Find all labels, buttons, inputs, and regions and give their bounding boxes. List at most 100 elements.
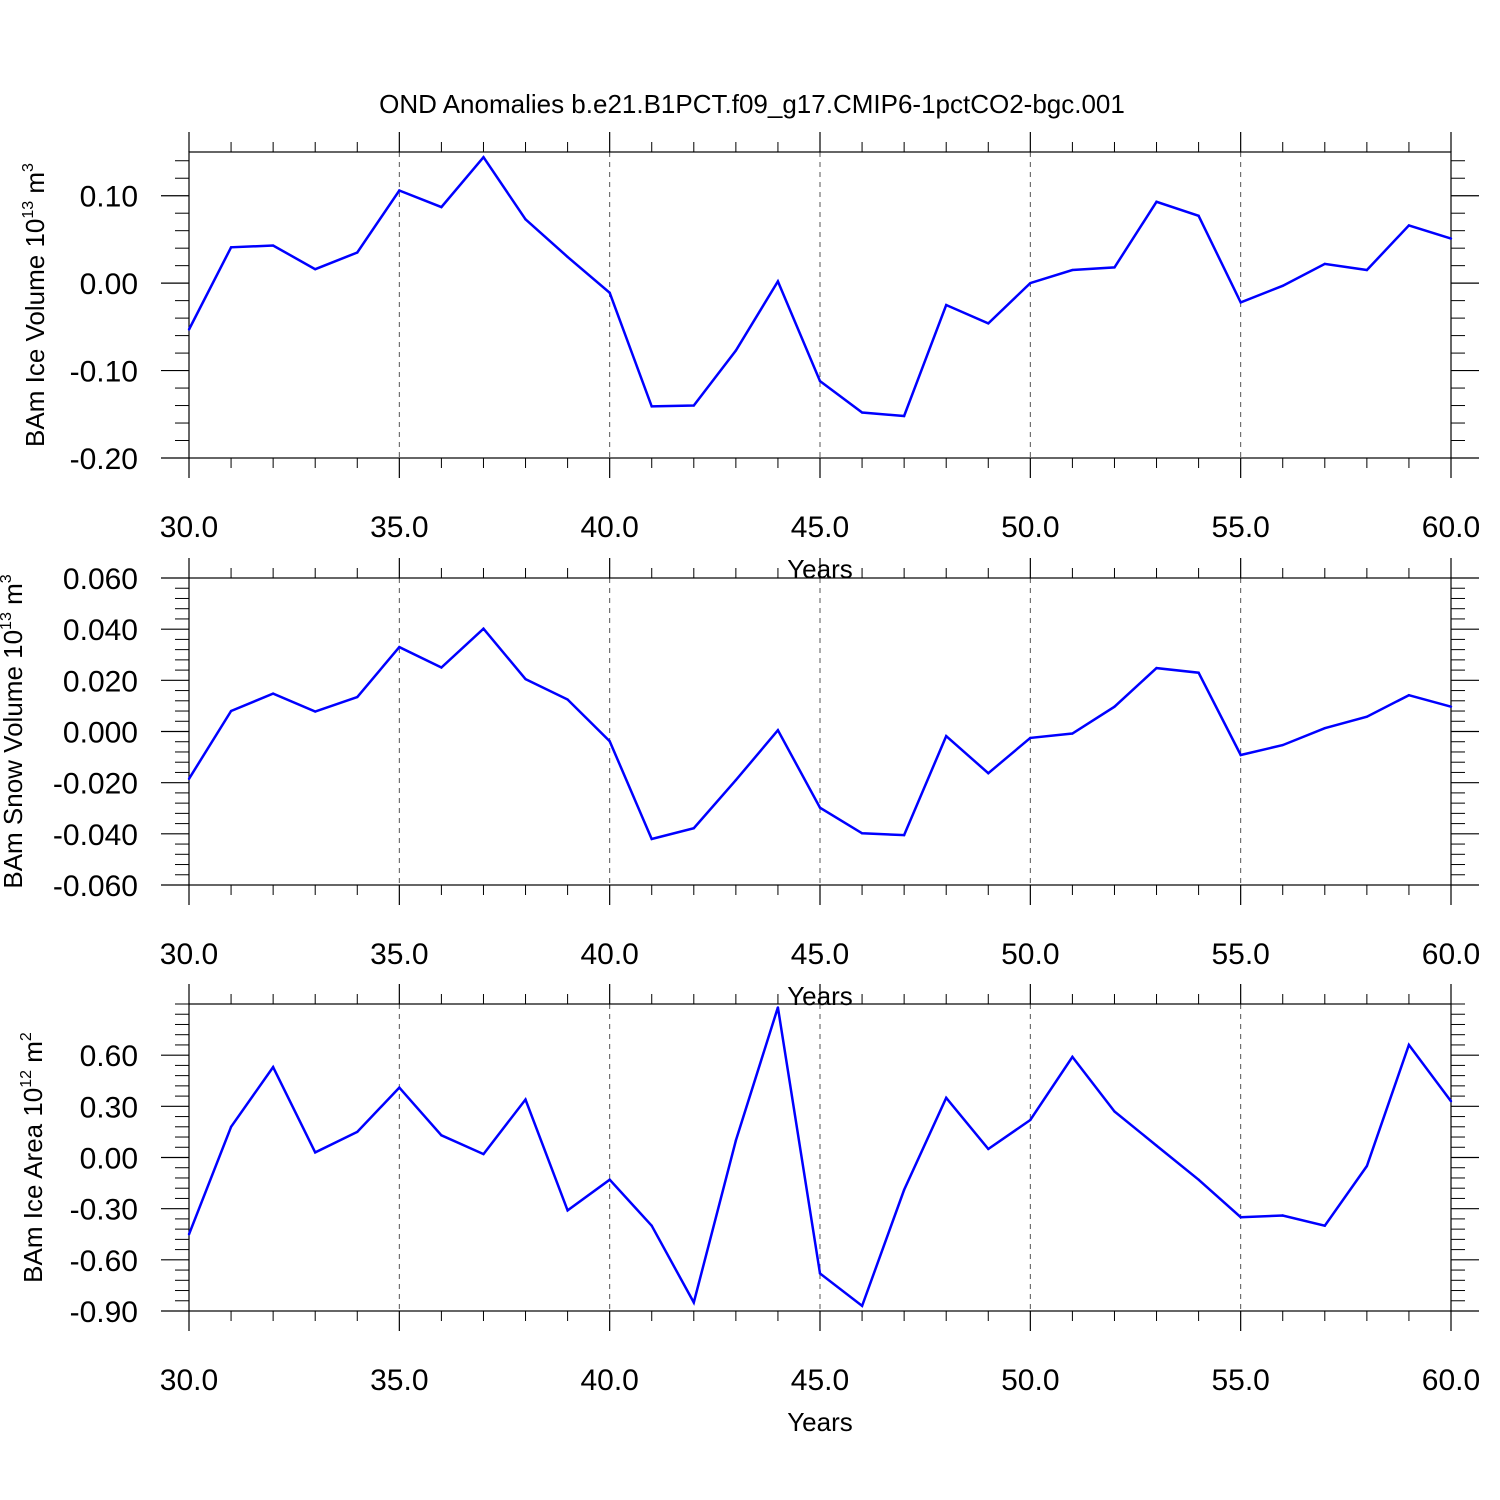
y-axis-title: BAm Snow Volume 1013 m3 <box>0 574 28 888</box>
data-point <box>440 666 443 669</box>
data-point <box>440 205 443 209</box>
panel-ice-area: 30.0 35.0 40.0 45.0 50.0 55.0 60.0 Years -0.90 -0… <box>18 984 1480 1437</box>
data-point <box>1071 268 1074 272</box>
y-tick-label: 0.020 <box>63 665 138 698</box>
data-point <box>650 405 653 408</box>
data-point <box>524 1098 527 1101</box>
data-point <box>1071 1055 1074 1059</box>
data-point <box>692 1301 695 1304</box>
data-point <box>608 740 611 743</box>
data-point <box>1365 715 1369 718</box>
data-point <box>1407 693 1411 697</box>
data-point <box>1029 281 1032 285</box>
y-axis-title-unit-exponent: 2 <box>18 1032 35 1041</box>
data-point <box>692 827 695 830</box>
data-point <box>902 1188 906 1192</box>
data-point <box>860 411 864 414</box>
data-point <box>776 280 780 283</box>
data-point <box>776 729 780 732</box>
data-point <box>1323 262 1327 266</box>
data-point <box>356 1130 359 1134</box>
data-point <box>1239 1215 1242 1219</box>
y-tick-label: 0.00 <box>80 268 138 301</box>
x-axis-title: Years <box>787 1407 853 1437</box>
data-point <box>945 734 948 738</box>
x-tick-label: 45.0 <box>791 1364 849 1397</box>
panel-snow-volume: 30.0 35.0 40.0 45.0 50.0 55.0 60.0Years-0.060-… <box>0 558 1480 1011</box>
data-point <box>987 1147 990 1151</box>
data-point <box>187 1233 191 1236</box>
data-point <box>1323 726 1327 730</box>
data-point <box>1155 666 1158 670</box>
y-tick-label: 0.60 <box>80 1040 138 1073</box>
y-tick-label: 0.30 <box>80 1091 138 1124</box>
y-tick-label: 0.10 <box>80 181 138 214</box>
data-point <box>1365 1164 1369 1168</box>
data-point <box>1281 743 1284 747</box>
y-axis-title-text: BAm Ice Area 10 <box>18 1088 48 1283</box>
data-point <box>398 1086 401 1089</box>
data-point <box>314 267 317 271</box>
data-point <box>945 303 948 307</box>
data-point <box>482 1152 485 1156</box>
y-tick-label: -0.20 <box>70 443 138 476</box>
data-point <box>1113 266 1116 269</box>
data-point <box>314 710 317 713</box>
data-point <box>776 1006 780 1009</box>
data-point <box>356 251 359 254</box>
data-point <box>187 328 191 331</box>
x-tick-label: 55.0 <box>1211 938 1269 971</box>
data-point <box>1407 224 1411 227</box>
y-tick-label: -0.10 <box>70 356 138 389</box>
data-point <box>187 777 191 781</box>
y-axis-title-unit: m <box>18 1041 48 1070</box>
data-point <box>440 1134 443 1137</box>
x-tick-label: 50.0 <box>1001 938 1059 971</box>
data-point <box>734 349 738 352</box>
data-point <box>692 404 695 407</box>
data-point <box>1239 753 1242 757</box>
chart-panels: 30.0 35.0 40.0 45.0 50.0 55.0 60.0 Years -0.20 -0… <box>0 132 1480 1437</box>
x-tick-label: 40.0 <box>580 1364 638 1397</box>
data-point <box>734 778 738 782</box>
y-axis-title-text: BAm Ice Volume 10 <box>20 219 50 447</box>
x-tick-label: 30.0 <box>160 938 218 971</box>
data-point <box>271 244 275 247</box>
y-axis-title-unit-exponent: 3 <box>0 574 15 583</box>
data-point <box>1239 301 1242 304</box>
data-point <box>1407 1043 1411 1047</box>
data-point <box>1155 1144 1158 1147</box>
x-tick-label: 55.0 <box>1211 1364 1269 1397</box>
y-tick-label: -0.040 <box>53 819 138 852</box>
data-point <box>1155 200 1158 204</box>
data-point <box>229 246 233 249</box>
data-point <box>945 1096 948 1100</box>
y-tick-label: 0.000 <box>63 717 138 750</box>
x-tick-label: 35.0 <box>370 1364 428 1397</box>
x-tick-label: 50.0 <box>1001 511 1059 544</box>
data-point <box>566 698 569 701</box>
x-tick-label: 35.0 <box>370 938 428 971</box>
y-tick-label: -0.30 <box>70 1194 138 1227</box>
y-tick-label: -0.060 <box>53 870 138 903</box>
data-point <box>1197 671 1200 674</box>
x-tick-label: 40.0 <box>580 511 638 544</box>
y-axis-title-unit: m <box>0 583 28 612</box>
x-tick-label: 30.0 <box>160 511 218 544</box>
x-tick-label: 35.0 <box>370 511 428 544</box>
data-point <box>229 709 233 713</box>
y-axis-title-exponent: 12 <box>18 1070 35 1088</box>
data-point <box>482 156 485 159</box>
data-point <box>314 1151 317 1154</box>
data-point <box>1197 1178 1200 1181</box>
x-tick-label: 50.0 <box>1001 1364 1059 1397</box>
y-axis-title-exponent: 13 <box>20 201 37 219</box>
data-point <box>818 806 822 809</box>
x-tick-label: 55.0 <box>1211 511 1269 544</box>
data-point <box>818 379 822 383</box>
data-point <box>650 837 653 841</box>
data-point <box>229 1125 233 1129</box>
data-point <box>566 255 569 259</box>
data-point <box>1449 237 1453 240</box>
data-point <box>818 1272 822 1275</box>
